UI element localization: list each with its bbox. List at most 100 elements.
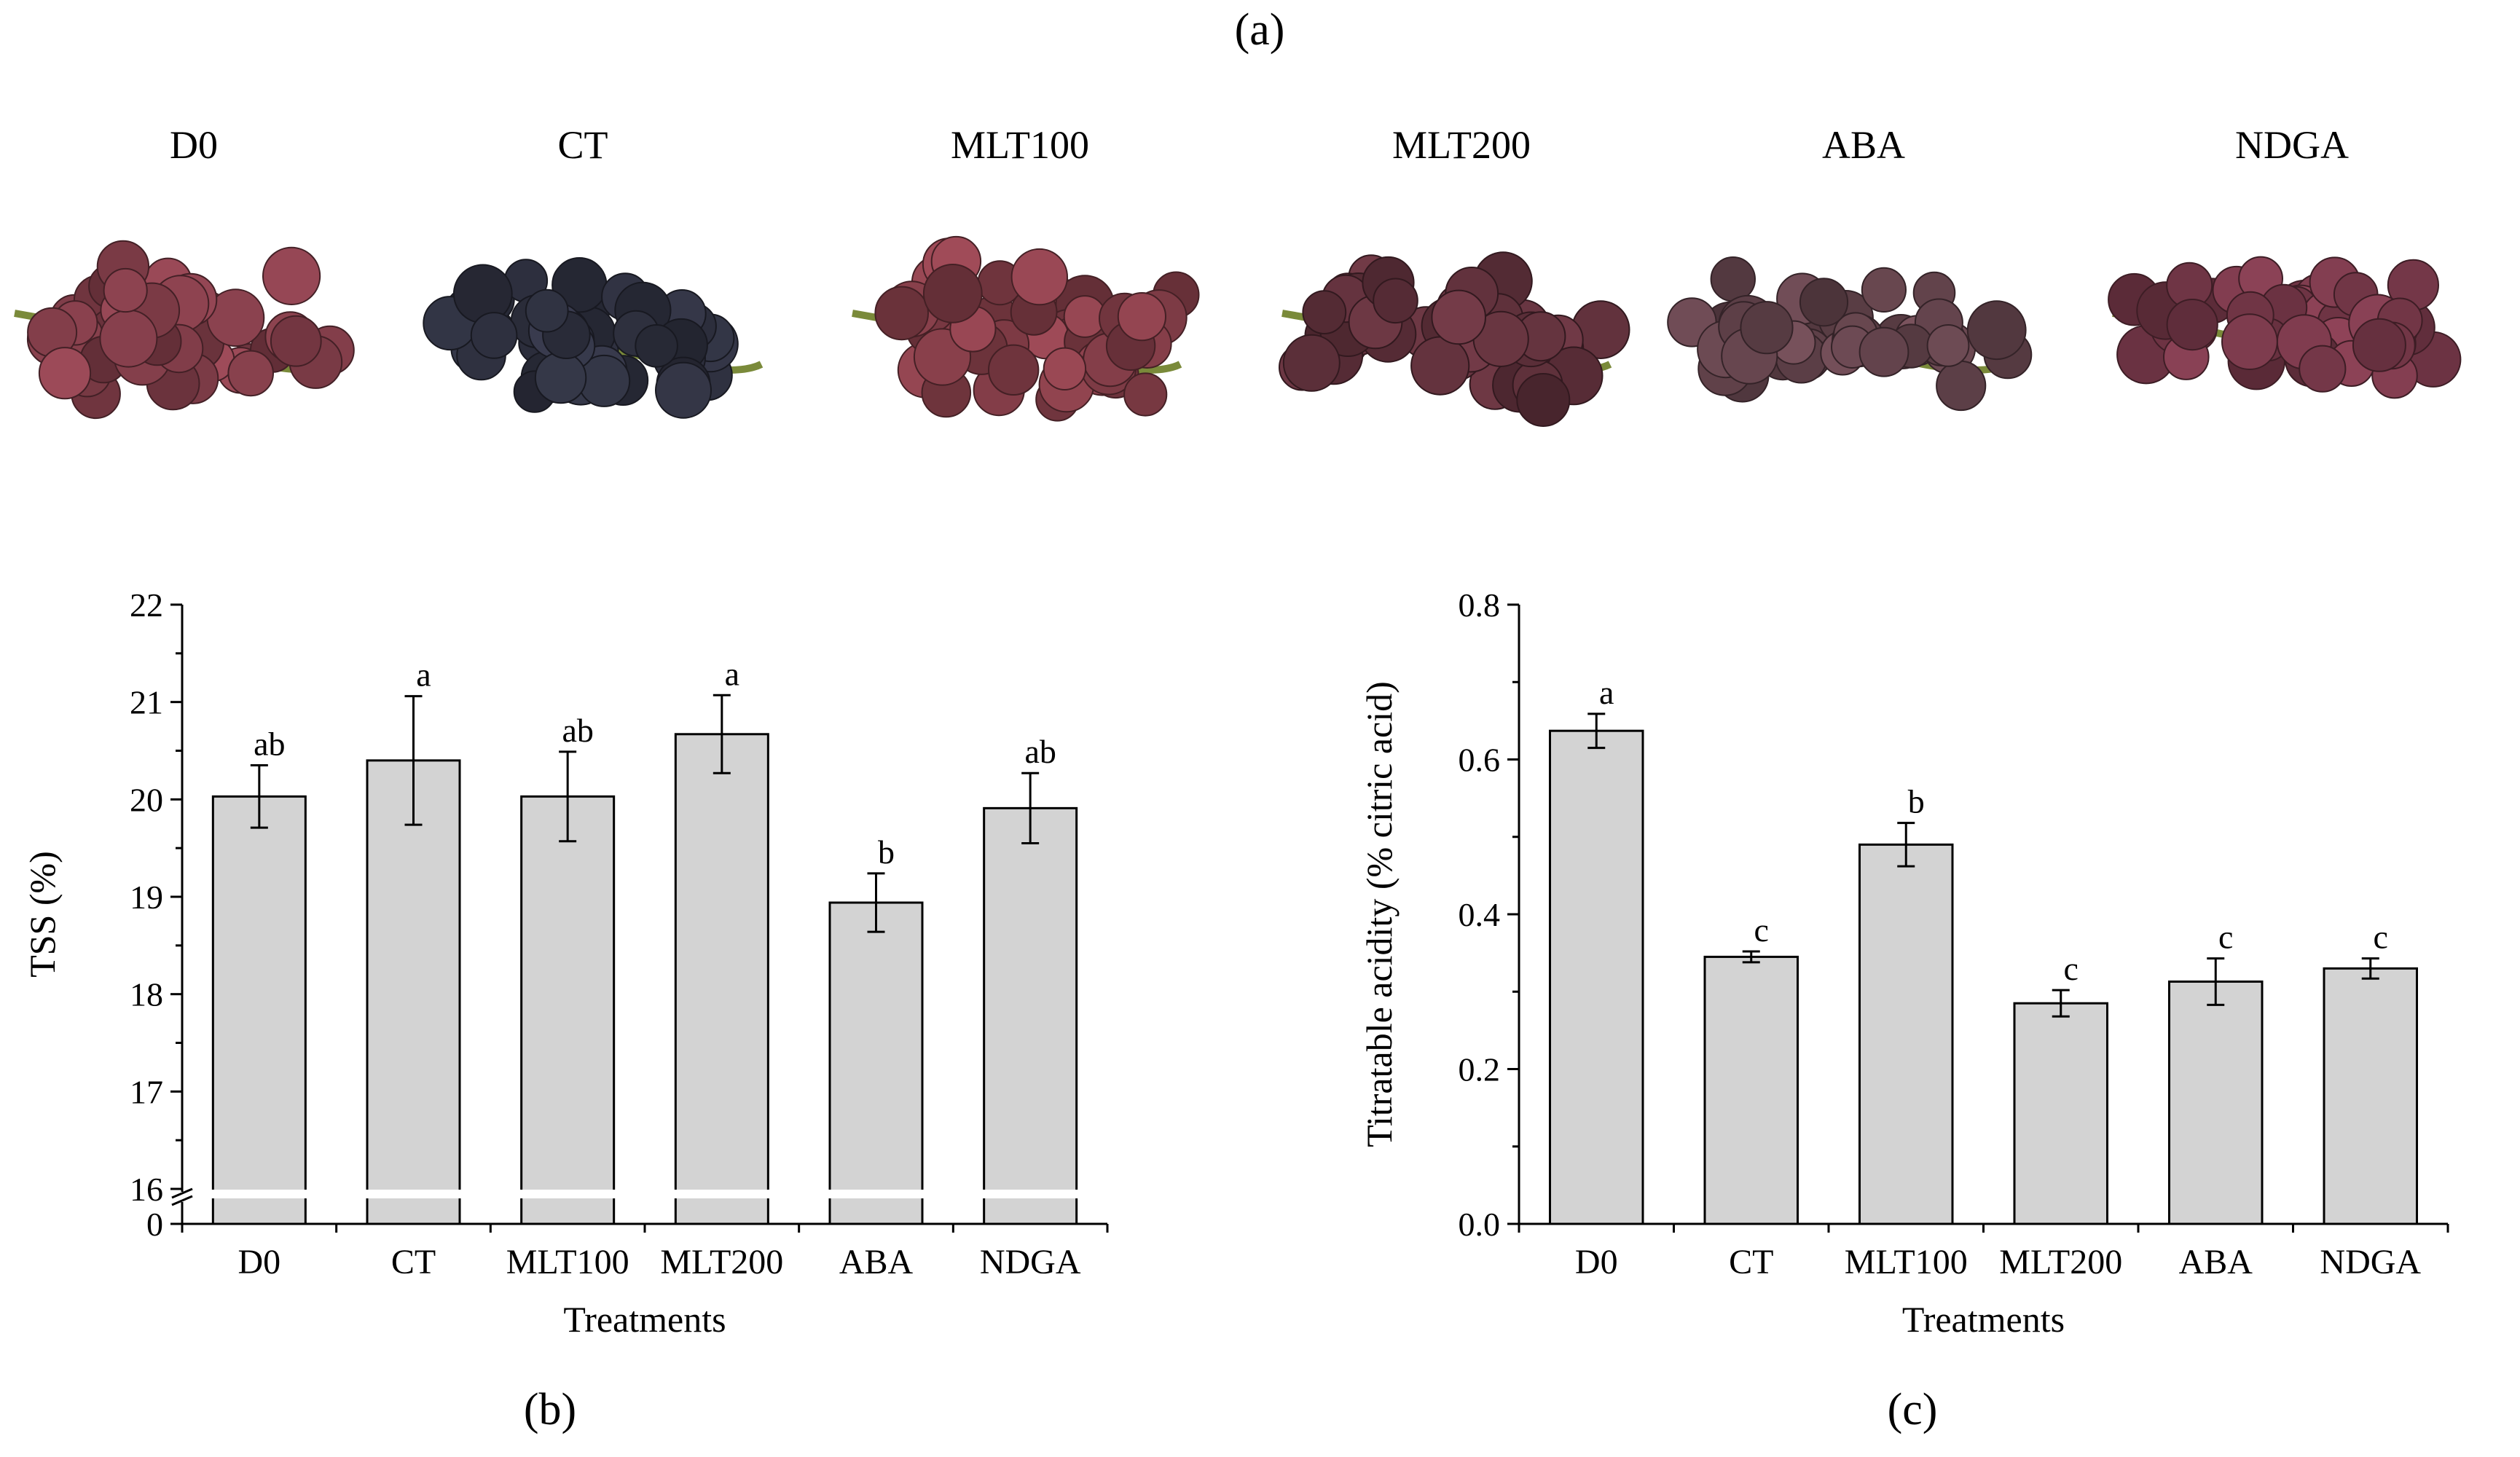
bar-mlt100 [520,795,616,1225]
bar-ndga [983,806,1078,1225]
grape-berry [2299,345,2347,393]
x-tick-label: MLT200 [660,1243,783,1281]
x-tick-label: D0 [238,1243,280,1281]
panel-c-label: (c) [1887,1385,1938,1434]
x-tick-label: ABA [839,1243,914,1281]
grape-berry [470,312,518,359]
y-tick-label: 0.0 [1459,1206,1501,1243]
grape-berry [1123,372,1168,417]
grape-berry [1302,290,1347,335]
grape-berry [1117,292,1167,342]
grape-berry [1373,278,1418,324]
x-tick-label: CT [391,1243,436,1281]
chart-titratable-acidity: a D0 c CT b MLT100 c MLT200 c ABA c NDGA 0.0 0.2 0.4 0.… [1359,586,2449,1340]
x-tick-label: MLT100 [506,1243,629,1281]
bar-ct [366,759,461,1225]
grape-berry [1799,278,1849,327]
significance-letter: a [1599,674,1614,711]
grape-berry [1516,373,1571,427]
grape-berry [2352,318,2406,372]
grape-berry [1282,334,1341,392]
bar-d0 [211,795,307,1225]
x-tick-label: CT [1729,1243,1773,1281]
grape-berry [525,288,569,333]
grape-berry [655,361,712,419]
y-axis-title: TSS (%) [22,851,63,978]
y-tick-label: 22 [130,586,163,624]
photo-label-mlt100: MLT100 [950,123,1090,167]
grape-cluster-ndga [2108,256,2462,399]
photo-label-ct: CT [557,123,608,167]
grape-berry [1966,300,2027,361]
y-tick-label: 0 [146,1206,163,1243]
significance-letter: a [416,656,431,694]
y-tick-label: 0.6 [1459,742,1501,779]
grape-cluster-d0 [14,240,355,420]
significance-letter: c [2064,950,2079,987]
grape-cluster-aba [1667,256,2033,412]
significance-letter: c [1754,911,1769,949]
bar-mlt100 [1858,843,1954,1225]
y-tick-label: 18 [130,976,163,1013]
grape-berry [270,315,322,367]
significance-letter: b [878,833,895,871]
axis-break-mark [171,1187,193,1199]
y-axis-title: Titratable acidity (% citric acid) [1359,681,1400,1147]
grape-berry [2166,299,2218,351]
significance-letter: ab [1024,733,1056,770]
bar-mlt200 [674,733,769,1225]
bar-ct [1703,955,1799,1225]
y-tick-label: 16 [130,1171,163,1208]
y-tick-label: 19 [130,879,163,916]
axis-break-mark [171,1195,193,1206]
x-tick-label: NDGA [980,1243,1081,1281]
grape-berry [1861,267,1907,313]
photo-label-mlt200: MLT200 [1392,123,1531,167]
x-tick-label: MLT200 [1999,1243,2122,1281]
x-tick-label: D0 [1575,1243,1618,1281]
grape-berry [922,264,983,323]
grape-berry [1010,248,1069,306]
significance-letter: c [2374,919,2388,956]
grape-cluster-mlt100 [852,235,1200,422]
y-tick-label: 0.4 [1459,896,1501,933]
bar-aba [2168,980,2264,1225]
x-tick-label: MLT100 [1845,1243,1968,1281]
panel-b-label: (b) [523,1385,577,1434]
x-tick-label: ABA [2179,1243,2253,1281]
significance-letter: c [2218,919,2233,956]
grape-berry [1431,289,1486,345]
grape-berry [103,267,148,313]
y-tick-label: 17 [130,1073,163,1110]
x-axis-title: Treatments [563,1299,726,1340]
grape-berry [262,246,321,305]
grape-berry [99,309,158,368]
photo-label-aba: ABA [1821,123,1905,167]
y-tick-label: 0.8 [1459,586,1501,624]
grape-photos [14,235,2462,427]
grape-berry [2221,313,2278,371]
grape-berry [1936,360,1987,412]
bar-d0 [1549,729,1644,1225]
grape-berry [1926,324,1970,367]
grape-berry [1858,326,1909,377]
bar-ndga [2323,967,2418,1225]
grape-berry [1043,347,1087,390]
grape-berry [534,351,587,404]
grape-berry [635,324,678,368]
photo-label-ndga: NDGA [2235,123,2349,167]
grape-cluster-ct [423,257,764,419]
y-tick-label: 21 [130,684,163,721]
grape-cluster-mlt200 [1279,251,1630,427]
grape-berry [1710,256,1756,302]
grape-berry [988,344,1040,396]
significance-letter: b [1908,783,1925,820]
significance-letter: a [725,655,739,692]
grape-berry [1740,301,1794,355]
significance-letter: ab [254,726,285,763]
x-axis-title: Treatments [1902,1299,2065,1340]
chart-tss: ab D0 a CT ab MLT100 a MLT200 b ABA ab NDGA 016 17 18 1… [22,586,1109,1340]
bar-mlt200 [2013,1002,2108,1225]
significance-letter: ab [562,712,593,749]
